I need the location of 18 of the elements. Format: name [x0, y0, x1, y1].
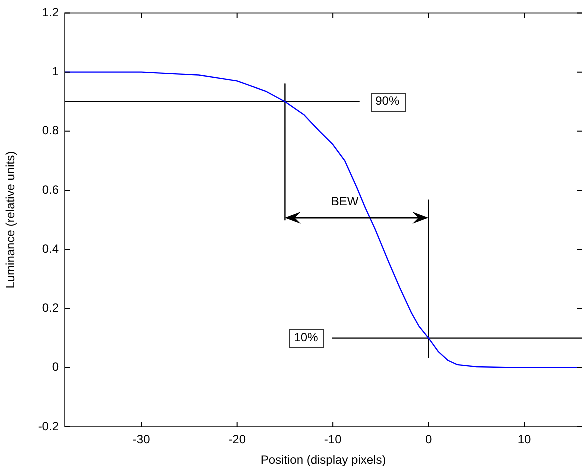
y-tick-label: -0.2 [38, 419, 60, 434]
x-tick-label: 0 [425, 432, 432, 447]
y-tick-label: 0.6 [42, 182, 60, 197]
annotation: BEW [331, 194, 360, 209]
x-tick-label: -10 [324, 432, 342, 447]
x-tick-label: -30 [132, 432, 151, 447]
y-tick-label: 1 [52, 64, 60, 79]
y-tick-label: 0.2 [42, 301, 60, 316]
y-tick-label: 0.4 [42, 242, 60, 256]
y-tick-label: 0.8 [42, 124, 60, 138]
x-axis-title: Position (display pixels) [260, 453, 386, 468]
y-tick-label: 0 [52, 360, 60, 374]
y-tick-label: 1.2 [42, 6, 60, 20]
x-tick-label: 10 [518, 432, 532, 447]
y-axis-title: Luminance (relative units) [4, 151, 18, 289]
annotation: 90% [376, 94, 400, 108]
annotation: 10% [294, 330, 319, 345]
x-tick-label: -20 [228, 432, 246, 447]
